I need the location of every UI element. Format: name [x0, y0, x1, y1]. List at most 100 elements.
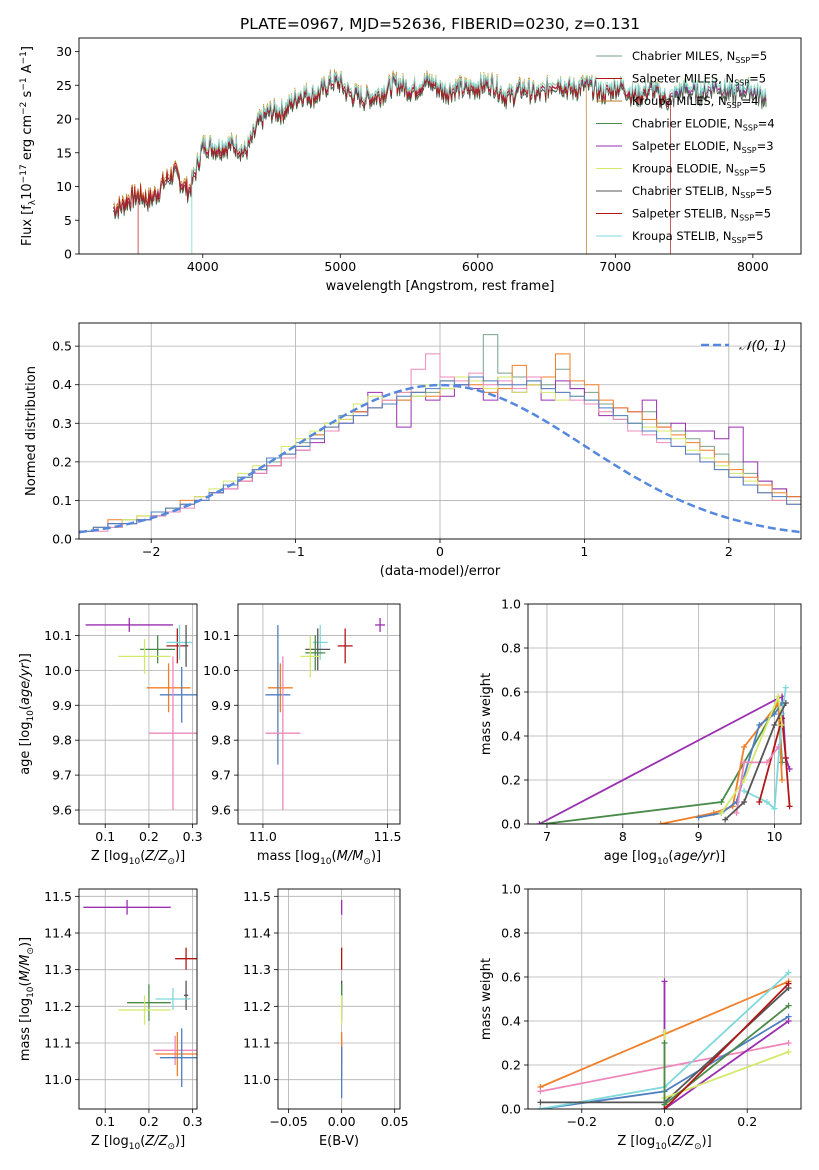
y-tick-label: 11.1	[44, 1036, 72, 1051]
histogram-series	[79, 353, 801, 532]
weight-marker	[785, 1002, 792, 1009]
legend-label: Salpeter ELODIE, N	[632, 139, 742, 153]
y-tick-label: 0.6	[501, 685, 521, 700]
weight-marker	[775, 693, 782, 700]
legend-value: =3	[757, 139, 774, 153]
x-axis-label-part: 10	[129, 1142, 141, 1152]
legend-entry: Salpeter ELODIE, NSSP=3	[632, 139, 774, 155]
y-axis-label: age [log10(age/yr)]	[18, 653, 36, 775]
mass_vs_ebv-panel: −0.05 0.00 0.05 11.0 11.1 11.2 11.3 11.4 11.5 E(B…	[243, 888, 409, 1149]
legend-value: =5	[755, 184, 772, 198]
weight-marker	[763, 759, 770, 766]
weight-marker	[785, 1018, 792, 1024]
y-tick-label: 9.7	[52, 768, 72, 783]
x-tick-label: 0.0	[655, 1114, 675, 1129]
y-axis-label: mass weight	[479, 673, 494, 755]
x-tick-label: 7	[543, 829, 551, 844]
x-axis-label-part: (	[332, 849, 337, 864]
x-tick-label: 4000	[187, 259, 219, 274]
x-tick-label: 8	[619, 829, 627, 844]
x-tick-label: 0.1	[95, 829, 115, 844]
weight-marker	[657, 821, 664, 824]
legend-entry: Chabrier ELODIE, NSSP=4	[632, 117, 775, 133]
legend-subscript: SSP	[732, 236, 747, 245]
legend-subscript: SSP	[739, 214, 754, 223]
axes-frame	[277, 888, 401, 1110]
legend-entry: Kroupa ELODIE, NSSP=5	[632, 162, 766, 178]
y-axis-label-part: 10	[26, 710, 36, 722]
legend-subscript: SSP	[727, 101, 742, 110]
age_vs_Z-panel: 0.1 0.2 0.39.69.79.89.910.010.1Z [log10(Z/…	[18, 603, 203, 867]
x-tick-label: 0.3	[183, 1114, 203, 1129]
weight-marker	[779, 777, 786, 783]
y-axis-label-part: age [log	[18, 722, 33, 775]
y-tick-label: 0	[64, 247, 72, 262]
legend-label: Salpeter MILES, N	[632, 72, 734, 86]
y-tick-label: 11.4	[243, 926, 271, 941]
y-tick-label: 0.0	[501, 1102, 521, 1117]
y-tick-label: 9.9	[211, 698, 231, 713]
x-tick-label: −0.2	[567, 1114, 597, 1129]
x-axis-label-part: E(B-V)	[319, 1134, 359, 1149]
y-tick-label: 9.8	[211, 733, 231, 748]
x-axis-label-part: Z/Z	[144, 849, 168, 864]
x-axis-label: Z [log10(Z/Z⊙)]	[91, 1134, 185, 1152]
y-axis-label: mass [log10(M/M⊙)]	[18, 937, 36, 1061]
weight-marker	[771, 722, 778, 728]
x-axis-label-part: age/yr	[673, 849, 716, 864]
y-axis-label-part: −17	[19, 164, 29, 183]
legend-subscript: SSP	[740, 191, 755, 200]
y-tick-label: 11.0	[243, 1072, 271, 1087]
legend-value: =5	[749, 72, 766, 86]
y-axis-label-part: M/M	[18, 955, 33, 982]
y-axis-label-part: mass [log	[18, 998, 33, 1061]
x-axis-label: Z [log10(Z/Z⊙)]	[91, 849, 185, 867]
y-axis-label-part: s	[20, 90, 35, 101]
y-tick-label: 0.5	[52, 339, 72, 354]
y-axis-label-part: −1	[19, 77, 29, 90]
x-axis-label-part: 10	[129, 857, 141, 867]
x-tick-label: −1	[286, 544, 304, 559]
y-tick-label: 0.2	[501, 1058, 521, 1073]
x-axis-label-part: M/M	[337, 849, 364, 864]
y-tick-label: 1.0	[501, 882, 521, 897]
x-axis-label: Z [log10(Z/Z⊙)]	[617, 1134, 711, 1152]
y-tick-label: 15	[56, 145, 72, 160]
x-axis-label-part: Z/Z	[671, 1134, 695, 1149]
x-tick-label: −0.05	[269, 1114, 307, 1129]
x-axis-label-part: )]	[371, 849, 381, 864]
y-axis-label-part: λ	[28, 199, 38, 205]
legend-value: =5	[754, 207, 771, 221]
weight-marker	[537, 1106, 544, 1109]
legend-label: Salpeter STELIB, N	[632, 207, 739, 221]
axes-frame	[237, 603, 401, 825]
residual_hist-panel: −2 −1 0 1 2 0.0 0.1 0.2 0.3 0.4 0.5 𝒩(0, 1) (data-mo…	[24, 322, 802, 579]
spectrum-plot-area	[113, 69, 767, 254]
x-tick-label: 0.2	[737, 1114, 757, 1129]
x-axis-label-part: (	[140, 1134, 145, 1149]
x-axis-label-part: Z [log	[617, 1134, 655, 1149]
weight-marker	[782, 700, 789, 706]
weight-marker	[785, 1040, 792, 1046]
y-axis-label: Flux [fλ10−17 erg cm−2 s−1 A−1]	[19, 46, 38, 246]
mass_vs_Z-plot-area	[83, 900, 197, 1087]
y-tick-label: 10.1	[203, 628, 231, 643]
x-axis-label: E(B-V)	[319, 1134, 359, 1149]
figure-title: PLATE=0967, MJD=52636, FIBERID=0230, z=0…	[240, 15, 640, 33]
legend-label: Kroupa MILES, N	[632, 94, 727, 108]
y-tick-label: 11.2	[243, 999, 271, 1014]
x-tick-label: 0.2	[139, 829, 159, 844]
legend-subscript: SSP	[734, 169, 749, 178]
weight-marker	[741, 799, 748, 805]
x-axis-label: mass [log10(M/M⊙)]	[257, 849, 381, 867]
x-tick-label: 0	[436, 544, 444, 559]
legend-label: Chabrier MILES, N	[632, 49, 735, 63]
legend-entry: Chabrier MILES, NSSP=5	[632, 49, 767, 65]
weight-series	[720, 692, 783, 814]
x-axis-label-part: (	[667, 1134, 672, 1149]
weight-marker	[775, 744, 782, 750]
x-tick-label: 6000	[462, 259, 494, 274]
y-axis-label-part: ]	[20, 46, 35, 51]
